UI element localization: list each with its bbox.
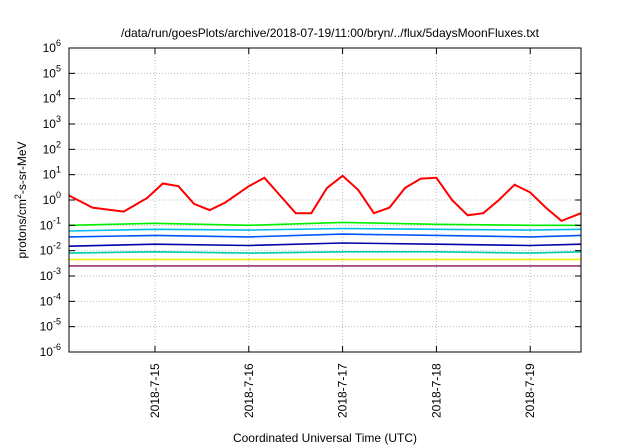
y-tick-label: 10-4	[40, 291, 61, 308]
series-line	[68, 250, 582, 254]
x-tick-label: 2018-7-16	[242, 363, 256, 418]
chart-title: /data/run/goesPlots/archive/2018-07-19/1…	[121, 26, 540, 40]
y-tick-label: 10-1	[40, 215, 61, 232]
series-line	[68, 174, 582, 223]
grid	[69, 48, 581, 352]
y-tick-label: 10-3	[40, 266, 61, 283]
series-line	[68, 233, 582, 238]
x-tick-label: 2018-7-15	[148, 363, 162, 418]
x-tick-label: 2018-7-19	[523, 363, 537, 418]
x-tick-label: 2018-7-18	[429, 363, 443, 418]
ticks: 10-6 10-5 10-4 10-3 10-2 10-1 100 101 102 103 104 1…	[40, 38, 581, 418]
x-axis-label: Coordinated Universal Time (UTC)	[233, 431, 417, 445]
y-tick-label: 103	[43, 114, 61, 131]
y-tick-label: 10-5	[40, 317, 61, 334]
y-tick-label: 101	[43, 165, 61, 182]
y-tick-label: 100	[43, 190, 61, 207]
x-tick-label: 2018-7-17	[336, 363, 350, 418]
series-line	[68, 227, 582, 232]
y-axis-label: protons/cm2-s-sr-MeV	[13, 141, 29, 258]
y-tick-label: 105	[43, 63, 61, 80]
y-tick-label: 102	[43, 139, 61, 156]
y-tick-label: 104	[43, 89, 61, 106]
series-group	[68, 174, 582, 267]
y-tick-label: 106	[43, 38, 61, 55]
y-tick-label: 10-2	[40, 241, 61, 258]
series-line	[68, 242, 582, 247]
series-line	[68, 221, 581, 227]
y-tick-label: 10-6	[40, 342, 61, 359]
